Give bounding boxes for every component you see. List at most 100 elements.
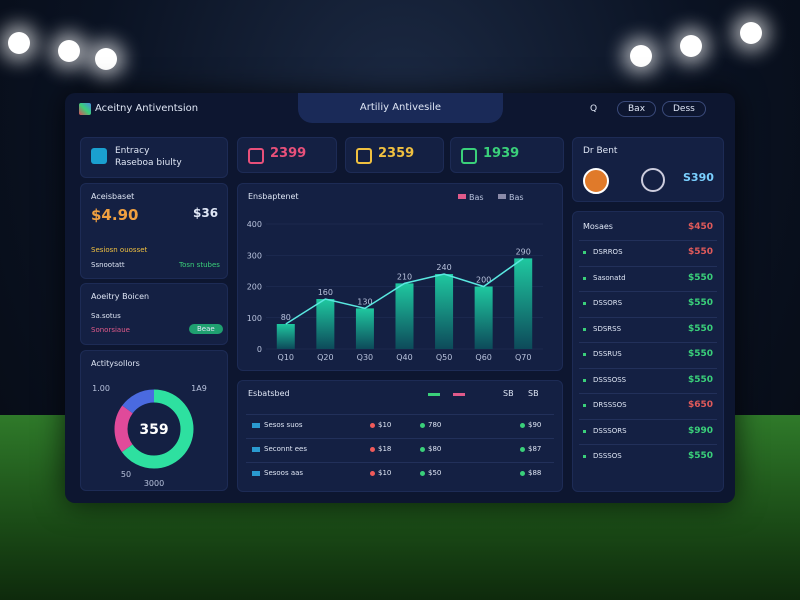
app-name: Aceitny Antiventsion <box>95 103 199 114</box>
row-bullet <box>583 276 586 280</box>
donut-chart: 359 1A9 1.00 50 3000 <box>92 384 207 488</box>
bar <box>276 324 295 349</box>
legend-label: Bas <box>509 193 524 202</box>
stadium-light <box>740 22 762 44</box>
bar-value-label: 290 <box>516 247 531 256</box>
status-line: Sonorsiaue <box>91 326 130 334</box>
row-icon <box>252 447 260 452</box>
row-dot <box>520 471 525 476</box>
list-title: Mosaes <box>583 222 613 231</box>
table-cell: $87 <box>528 445 542 453</box>
secondary-value: $36 <box>193 206 219 220</box>
stadium-light <box>680 35 702 57</box>
tab[interactable]: Artiliy Antivesile <box>298 93 503 123</box>
card-title: Esbatsbed <box>248 389 290 398</box>
list-value: $550 <box>688 247 714 257</box>
x-tick-label: Q10 <box>278 353 294 362</box>
bar <box>514 258 533 349</box>
avatar <box>641 168 665 192</box>
stat-value: 1939 <box>483 146 520 161</box>
bar-value-label: 200 <box>476 276 491 285</box>
legend-label: SB <box>528 389 539 398</box>
stadium-light <box>95 48 117 70</box>
list-name: DRSSSOS <box>593 401 627 409</box>
table-cell: $10 <box>378 421 392 429</box>
row-divider <box>579 342 717 343</box>
legend-swatch <box>458 194 466 199</box>
x-tick-label: Q70 <box>515 353 531 362</box>
list-name: DSSSOS <box>593 452 622 460</box>
row-divider <box>579 444 717 445</box>
legend-swatch <box>428 393 440 396</box>
row-bullet <box>583 327 586 331</box>
x-tick-label: Q50 <box>436 353 452 362</box>
row-bullet <box>583 429 586 433</box>
balance-card: Aceisbaset $4.90 $36 Sesiosn ouosset Ssn… <box>80 183 228 279</box>
row-divider <box>579 240 717 241</box>
table-cell: 780 <box>428 421 442 429</box>
bar-value-label: 210 <box>397 272 412 281</box>
tab-label: Artiliy Antivesile <box>359 102 442 113</box>
card-title: Aoeitry Boicen <box>91 292 150 301</box>
stat-icon <box>248 148 264 164</box>
table-cell: $88 <box>528 469 542 477</box>
list-card: Mosaes $450 DSRROS $550 Sasonatd $550 DSSORS… <box>572 211 724 492</box>
row-bullet <box>583 404 586 407</box>
list-name: DSSORS <box>593 299 623 307</box>
table-cell: $50 <box>428 469 442 477</box>
row-dot <box>370 471 375 476</box>
list-value: $550 <box>688 323 714 334</box>
bar <box>474 286 493 349</box>
stat-icon <box>356 148 372 164</box>
row-divider <box>579 367 717 369</box>
y-tick-label: 100 <box>247 314 262 323</box>
row-dot <box>520 447 525 452</box>
row-divider <box>579 393 717 394</box>
status-line: Sa.sotus <box>91 312 121 320</box>
table-cell: Seconnt ees <box>264 445 307 453</box>
table-cell: Sesos suos <box>264 421 303 429</box>
row-bullet <box>583 378 586 382</box>
bar <box>435 274 454 349</box>
bar <box>395 283 414 349</box>
row-divider <box>579 316 717 318</box>
row-bullet <box>583 353 586 356</box>
row-divider <box>246 462 554 463</box>
list-value: $550 <box>688 272 714 283</box>
x-tick-label: Q20 <box>317 353 333 362</box>
user-card: Dr Bent S390 <box>572 137 724 202</box>
table-cell: $18 <box>378 445 392 453</box>
x-tick-label: Q40 <box>396 353 412 362</box>
button[interactable]: Dess <box>662 101 706 117</box>
list-value: $650 <box>688 400 714 410</box>
search[interactable]: Q <box>590 104 598 114</box>
row-divider <box>246 438 554 439</box>
bar-value-label: 80 <box>281 313 291 322</box>
x-tick-label: Q30 <box>357 353 373 362</box>
row-divider <box>579 291 717 292</box>
row-icon <box>252 471 260 476</box>
table-cell: $10 <box>378 469 392 477</box>
card-title: Dr Bent <box>583 146 618 156</box>
bar-value-label: 130 <box>357 297 372 306</box>
legend-label: Bas <box>469 193 484 202</box>
donut-segment <box>114 389 194 469</box>
status-button[interactable]: Beae <box>189 324 223 334</box>
y-tick-label: 400 <box>247 220 262 229</box>
row: Sesiosn ouosset <box>91 246 148 254</box>
x-tick-label: Q60 <box>475 353 491 362</box>
stat-card: 1939 <box>450 137 564 173</box>
button[interactable]: Bax <box>617 101 657 117</box>
row-bullet <box>583 302 586 305</box>
card-title: Aceisbaset <box>91 192 135 201</box>
bar-chart: Bas Bas 0 100 200 300 400 80 Q10 160 Q20 130 Q30 210 Q… <box>247 193 543 362</box>
bar-value-label: 160 <box>318 288 333 297</box>
list-name: DSRROS <box>593 248 623 256</box>
y-tick-label: 200 <box>247 283 262 292</box>
list-name: SDSRSS <box>593 324 622 333</box>
legend-label: SB <box>503 389 514 398</box>
card-subtitle: Raseboa biulty <box>115 158 182 168</box>
legend-swatch <box>453 393 465 396</box>
row-dot <box>420 447 425 452</box>
user-value: S390 <box>683 171 714 184</box>
